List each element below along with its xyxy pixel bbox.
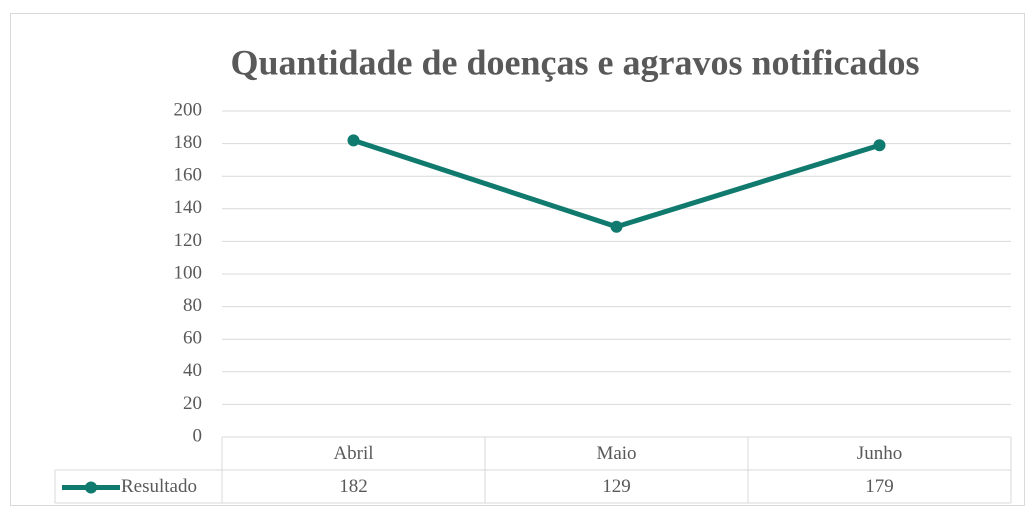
y-tick-label: 40 <box>183 360 202 381</box>
chart-title: Quantidade de doenças e agravos notifica… <box>230 42 919 82</box>
legend-label: Resultado <box>121 476 197 497</box>
chart-border <box>10 13 1025 506</box>
y-tick-label: 80 <box>183 295 202 316</box>
marker <box>610 220 623 233</box>
y-tick-label: 120 <box>174 230 203 251</box>
y-tick-label: 100 <box>174 262 203 283</box>
table-value: 179 <box>865 476 894 497</box>
y-tick-label: 180 <box>174 132 203 153</box>
y-tick-label: 20 <box>183 393 202 414</box>
y-tick-label: 60 <box>183 328 202 349</box>
y-tick-label: 0 <box>193 425 203 446</box>
x-tick-label: Maio <box>596 443 636 464</box>
legend-marker <box>85 481 97 494</box>
x-tick-label: Junho <box>857 443 902 464</box>
y-tick-label: 160 <box>174 165 203 186</box>
marker <box>873 139 886 152</box>
x-tick-label: Abril <box>333 443 373 464</box>
y-tick-label: 140 <box>174 197 203 218</box>
table-value: 182 <box>339 476 368 497</box>
marker <box>347 134 360 147</box>
y-tick-label: 200 <box>174 99 203 120</box>
table-value: 129 <box>602 476 631 497</box>
